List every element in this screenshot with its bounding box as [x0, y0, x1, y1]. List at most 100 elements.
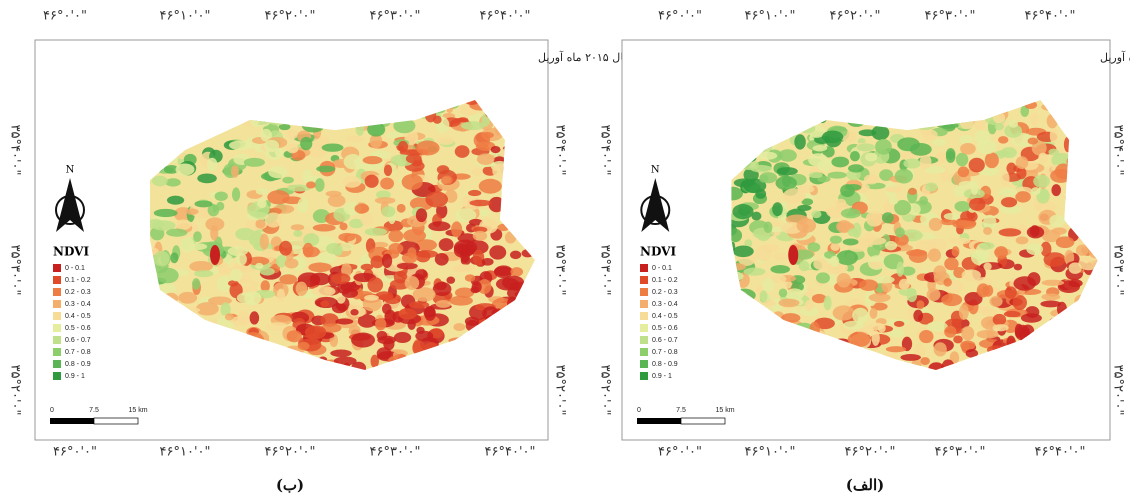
ndvi-patch — [312, 286, 336, 296]
ndvi-patch — [799, 261, 810, 272]
ndvi-patch — [331, 273, 350, 284]
ndvi-patch — [797, 205, 811, 211]
ndvi-patch — [287, 144, 299, 153]
legend-label: 0.5 - 0.6 — [652, 325, 678, 332]
ndvi-patch — [944, 326, 956, 338]
ndvi-patch — [1038, 153, 1048, 163]
legend-swatch — [640, 276, 648, 284]
ndvi-patch — [385, 310, 396, 325]
ndvi-patch — [255, 263, 263, 269]
legend-label: 0.6 - 0.7 — [652, 337, 678, 344]
ndvi-patch — [303, 247, 320, 258]
ndvi-patch — [315, 178, 325, 192]
longitude-label: ۴۶°۰'۰" — [658, 445, 702, 460]
ndvi-patch — [406, 154, 422, 163]
ndvi-patch — [895, 169, 913, 184]
legend-label: 0.5 - 0.6 — [65, 325, 91, 332]
legend-label: 0.8 - 0.9 — [652, 361, 678, 368]
ndvi-patch — [152, 176, 168, 187]
ndvi-patch — [899, 279, 910, 290]
ndvi-patch — [1001, 197, 1017, 207]
ndvi-patch — [948, 238, 970, 245]
ndvi-patch — [333, 247, 343, 256]
ndvi-patch — [1033, 175, 1050, 188]
ndvi-patch — [510, 251, 521, 259]
ndvi-patch — [306, 181, 316, 188]
ndvi-patch — [1048, 149, 1059, 156]
ndvi-patch — [384, 164, 392, 176]
legend-title: NDVI — [53, 245, 89, 259]
ndvi-patch — [454, 265, 472, 271]
legend-swatch — [53, 360, 61, 368]
ndvi-patch — [783, 188, 805, 203]
ndvi-patch — [339, 223, 347, 231]
ndvi-patch — [897, 137, 920, 151]
ndvi-patch — [1027, 226, 1044, 238]
ndvi-patch — [455, 145, 470, 158]
ndvi-patch — [933, 265, 946, 280]
ndvi-patch — [1041, 294, 1060, 301]
ndvi-patch — [346, 136, 364, 142]
lake — [210, 245, 220, 265]
ndvi-patch — [398, 141, 408, 152]
ndvi-patch — [298, 342, 310, 350]
ndvi-patch — [230, 269, 242, 282]
ndvi-patch — [734, 178, 755, 187]
ndvi-patch — [920, 155, 932, 169]
ndvi-patch — [830, 256, 839, 267]
ndvi-patch — [265, 212, 282, 227]
longitude-label: ۴۶°۲۰'۰" — [265, 445, 316, 460]
ndvi-patch — [848, 228, 859, 236]
ndvi-patch — [276, 255, 287, 267]
ndvi-patch — [435, 253, 449, 266]
ndvi-patch — [816, 272, 830, 283]
ndvi-patch — [760, 290, 768, 302]
ndvi-patch — [166, 229, 187, 237]
ndvi-patch — [958, 166, 969, 177]
legend-swatch — [53, 300, 61, 308]
legend-swatch — [53, 276, 61, 284]
ndvi-patch — [977, 283, 990, 297]
ndvi-patch — [244, 158, 265, 167]
ndvi-patch — [934, 342, 947, 356]
legend-label: 0.6 - 0.7 — [65, 337, 91, 344]
ndvi-patch — [350, 309, 358, 316]
ndvi-patch — [472, 281, 482, 292]
ndvi-patch — [952, 246, 960, 257]
ndvi-patch — [207, 158, 217, 171]
ndvi-patch — [864, 174, 879, 184]
ndvi-patch — [364, 295, 379, 301]
ndvi-patch — [859, 129, 877, 136]
latitude-label: ۳۵°۲۰'۰" — [553, 365, 568, 416]
ndvi-patch — [361, 264, 374, 271]
ndvi-patch — [441, 175, 453, 185]
ndvi-patch — [1051, 184, 1061, 196]
ndvi-patch — [335, 318, 353, 324]
ndvi-patch — [313, 224, 336, 231]
ndvi-patch — [260, 268, 275, 276]
ndvi-patch — [216, 202, 224, 211]
ndvi-patch — [277, 289, 285, 303]
ndvi-patch — [416, 141, 440, 156]
north-label: N — [651, 165, 660, 176]
scale-bar-white — [681, 418, 725, 424]
ndvi-patch — [320, 300, 329, 307]
ndvi-patch — [469, 200, 491, 206]
legend-label: 0.3 - 0.4 — [652, 301, 678, 308]
ndvi-patch — [1001, 171, 1010, 186]
latitude-label: ۳۵°۲۰'۰" — [1111, 365, 1126, 416]
ndvi-patch — [330, 350, 352, 357]
ndvi-patch — [1009, 120, 1018, 128]
ndvi-patch — [415, 331, 433, 342]
ndvi-patch — [296, 282, 308, 296]
legend-swatch — [53, 324, 61, 332]
ndvi-patch — [1069, 279, 1083, 287]
ndvi-patch — [1042, 280, 1065, 286]
ndvi-patch — [461, 121, 485, 130]
ndvi-patch — [1016, 236, 1029, 244]
ndvi-patch — [189, 261, 213, 272]
longitude-label: ۴۶°۲۰'۰" — [265, 9, 316, 24]
legend-label: 0.9 - 1 — [652, 373, 672, 380]
ndvi-patch — [994, 246, 1008, 259]
ndvi-patch — [824, 296, 832, 311]
